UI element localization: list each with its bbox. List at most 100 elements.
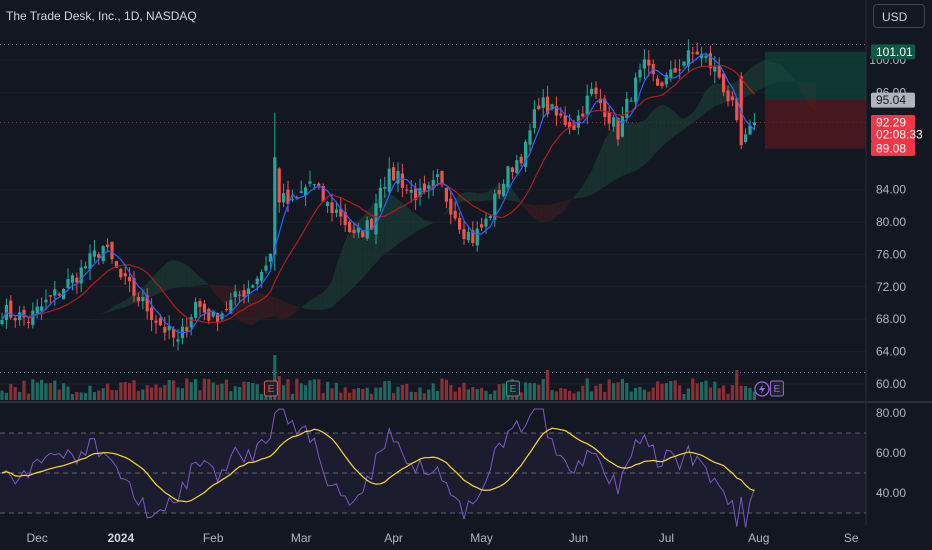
volume-bar: [13, 387, 17, 400]
cloud-segment: [195, 272, 200, 286]
volume-bar: [642, 389, 646, 400]
candle-body: [638, 69, 642, 78]
volume-bar: [132, 380, 136, 400]
volume-bar: [216, 384, 220, 400]
volume-bar: [321, 393, 325, 400]
candle-body: [431, 180, 435, 189]
candle-body: [752, 122, 756, 126]
candle-body: [396, 171, 400, 184]
volume-bar: [365, 387, 369, 400]
price-label-text: 101.01: [876, 45, 913, 59]
volume-bar: [506, 393, 510, 400]
cloud-segment: [279, 299, 284, 319]
candle-body: [664, 74, 668, 85]
cloud-segment: [657, 104, 662, 151]
earnings-marker-label: E: [510, 384, 517, 395]
candle-body: [620, 116, 624, 137]
cloud-segment: [556, 201, 561, 217]
cloud-segment: [525, 203, 530, 215]
grid-lines: [0, 0, 932, 525]
candle-body: [150, 307, 154, 320]
cloud-segment: [252, 291, 258, 326]
cloud-segment: [310, 297, 315, 310]
cloud-segment: [692, 106, 698, 124]
candle-body: [145, 295, 149, 312]
volume-bar: [713, 381, 717, 400]
candle-body: [515, 160, 519, 174]
price-label-text: 02:08:33: [876, 128, 923, 142]
candle-body: [532, 109, 536, 128]
earnings-marker[interactable]: E: [505, 380, 520, 397]
candle-body: [708, 53, 712, 69]
candle-body: [66, 279, 70, 289]
volume-bar: [290, 393, 294, 400]
candle-body: [673, 68, 677, 73]
volume-bar: [308, 380, 312, 400]
volume-bar: [339, 392, 343, 400]
currency-button[interactable]: USD: [873, 4, 925, 28]
earnings-marker[interactable]: E: [769, 380, 784, 397]
price-tick-label: 72.00: [876, 280, 906, 294]
cloud-segment: [477, 193, 482, 202]
volume-bar: [246, 382, 250, 400]
cloud-segment: [389, 193, 394, 251]
cloud-segment: [354, 221, 359, 287]
candle-body: [334, 209, 338, 213]
candle-body: [541, 97, 545, 108]
candle-body: [251, 285, 255, 288]
volume-bar: [744, 386, 748, 400]
volume-bar: [409, 391, 413, 400]
candle-body: [48, 295, 52, 297]
cloud-segment: [631, 122, 636, 173]
candle-body: [110, 242, 114, 260]
candle-body: [449, 198, 453, 215]
volume-bar: [31, 379, 35, 400]
volume-bar: [563, 388, 567, 400]
volume-bar: [607, 379, 611, 400]
candle-body: [559, 113, 563, 116]
candle-body: [132, 278, 136, 296]
chart-title: The Trade Desk, Inc., 1D, NASDAQ: [6, 9, 197, 23]
candle-body: [691, 52, 695, 54]
cloud-segment: [296, 306, 302, 312]
cloud-segment: [156, 269, 161, 295]
cloud-segment: [512, 189, 517, 202]
volume-bar: [282, 385, 286, 400]
time-axis[interactable]: Dec 2024 Feb Mar Apr May Jun Jul Aug Se: [27, 531, 859, 545]
volume-bar: [625, 382, 629, 400]
indicator-lines: [1, 52, 755, 334]
volume-bar: [396, 386, 400, 400]
cloud-segment: [318, 292, 324, 311]
candle-body: [730, 96, 734, 100]
volume-bar: [691, 378, 695, 400]
volume-bar: [739, 385, 743, 400]
volume-bar: [418, 387, 422, 400]
volume-bar: [211, 382, 215, 400]
candle-body: [0, 320, 4, 325]
candle-body: [242, 290, 246, 297]
volume-bar: [722, 385, 726, 400]
candle-body: [22, 309, 26, 318]
candle-body: [625, 98, 629, 118]
candle-body: [475, 228, 479, 246]
time-tick-label: Aug: [748, 531, 769, 545]
volume-bar: [678, 385, 682, 400]
cloud-segment: [147, 277, 152, 299]
earnings-marker[interactable]: E: [263, 380, 278, 397]
bolt-circle: [754, 381, 770, 397]
volume-bar: [185, 378, 189, 400]
time-tick-label: 2024: [107, 531, 134, 545]
bolt-shape: [759, 384, 765, 394]
cloud-segment: [552, 202, 557, 221]
volume-bar: [612, 383, 616, 400]
volume-bar: [532, 383, 536, 400]
candle-body: [370, 219, 374, 230]
candle-body: [497, 189, 501, 195]
cloud-segment: [428, 221, 434, 225]
candle-body: [462, 229, 466, 239]
candle-body: [264, 265, 268, 271]
candle-body: [466, 232, 470, 241]
